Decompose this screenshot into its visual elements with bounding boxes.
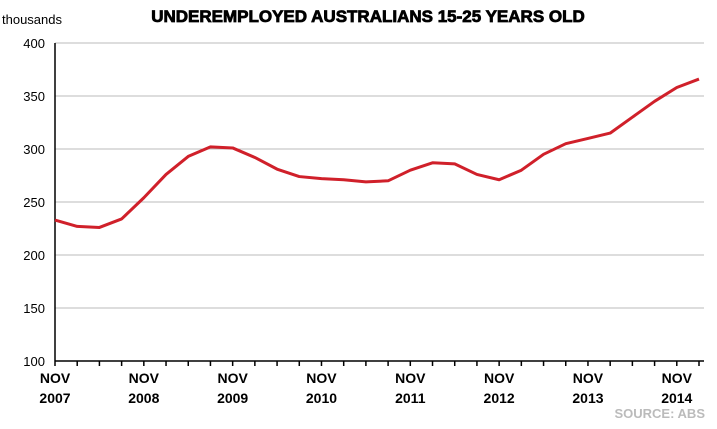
y-tick-label: 250 <box>23 195 45 210</box>
y-tick-label: 300 <box>23 142 45 157</box>
x-tick-label: NOV 2012 <box>484 370 515 406</box>
x-tick-label: NOV 2011 <box>395 370 426 406</box>
x-tick-label: NOV 2007 <box>39 370 70 406</box>
y-tick-label: 200 <box>23 248 45 263</box>
y-tick-label: 150 <box>23 301 45 316</box>
data-line <box>54 77 700 229</box>
x-tick-label: NOV 2009 <box>217 370 248 406</box>
source-note: SOURCE: ABS <box>614 406 705 421</box>
x-tick-label: NOV 2008 <box>128 370 159 406</box>
x-tick-label: NOV 2013 <box>572 370 603 406</box>
y-tick-label: 100 <box>23 354 45 369</box>
chart-title: UNDEREMPLOYED AUSTRALIANS 15-25 YEARS OL… <box>151 7 585 26</box>
y-tick-label: 400 <box>23 36 45 51</box>
x-tick-label: NOV 2010 <box>306 370 337 406</box>
y-axis-label: thousands <box>2 12 62 27</box>
x-tick-label: NOV 2014 <box>661 370 692 406</box>
y-tick-label: 350 <box>23 89 45 104</box>
